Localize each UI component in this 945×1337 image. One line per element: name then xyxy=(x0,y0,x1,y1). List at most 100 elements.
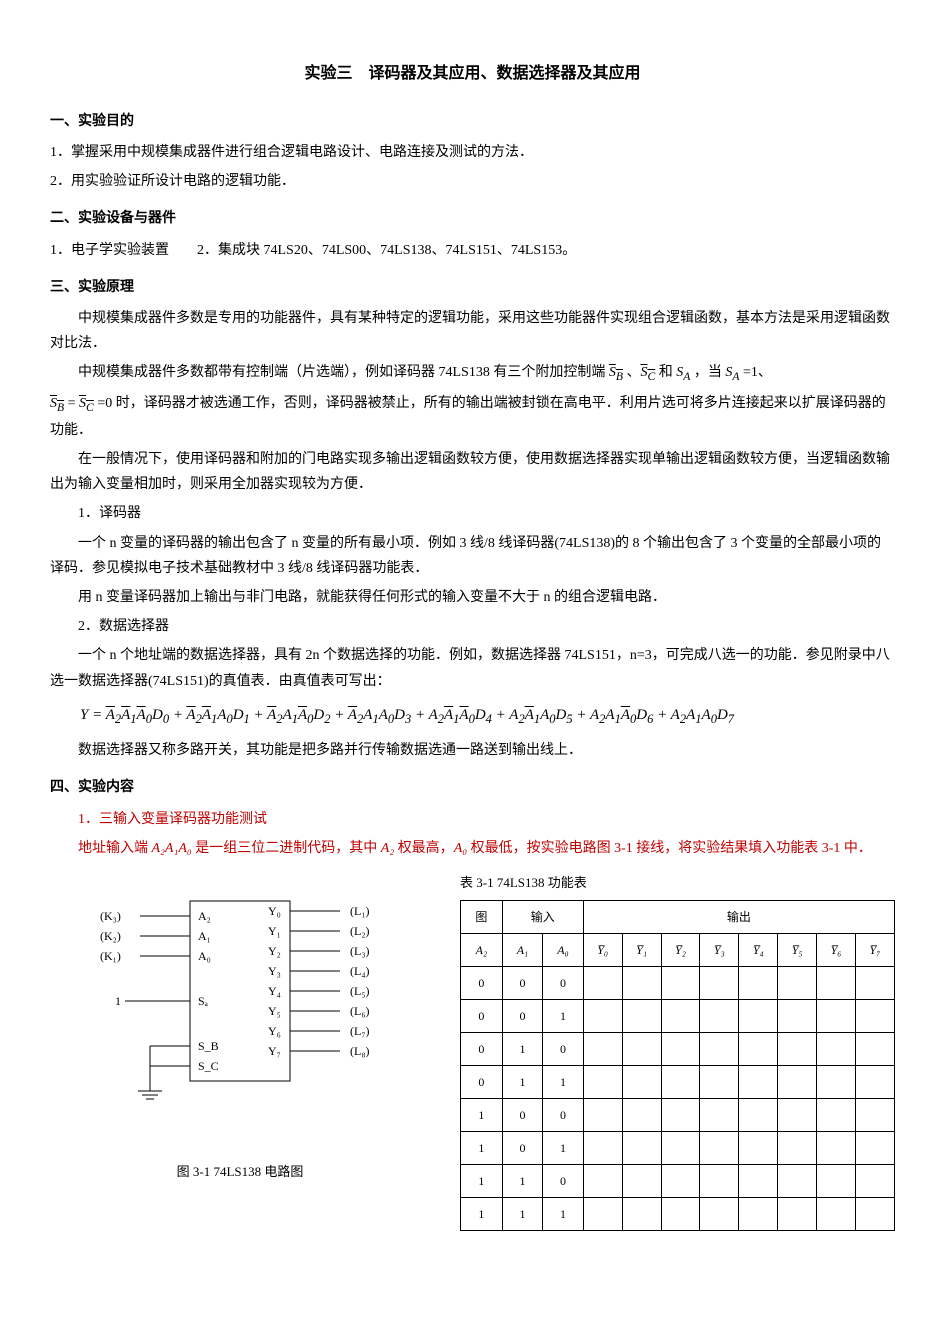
table-cell: 0 xyxy=(502,1000,543,1033)
section-3-header: 三、实验原理 xyxy=(50,275,895,300)
table-cell xyxy=(583,1165,622,1198)
table-cell xyxy=(661,1066,700,1099)
section-1-header: 一、实验目的 xyxy=(50,109,895,134)
table-cell xyxy=(700,1066,739,1099)
sec3-p10: 数据选择器又称多路开关，其功能是把多路并行传输数据选通一路送到输出线上． xyxy=(50,738,895,763)
table-cell xyxy=(622,1033,661,1066)
table-cell xyxy=(583,1132,622,1165)
table-cell xyxy=(700,1000,739,1033)
th-in-0: A₂ xyxy=(461,934,503,967)
sec4-p2: 地址输入端 A₂A₁A₀ 是一组三位二进制代码，其中 A₂ 权最高，A₀ 权最低… xyxy=(50,836,895,861)
table-cell xyxy=(700,1132,739,1165)
right-label-1: (L₂) xyxy=(350,924,370,938)
th-corner: 图 xyxy=(461,901,503,934)
th-out-1: Y̅₁ xyxy=(622,934,661,967)
table-cell xyxy=(622,1066,661,1099)
left-label-3: 1 xyxy=(115,994,121,1008)
pin-y1: Y₁ xyxy=(268,924,281,938)
table-cell xyxy=(700,967,739,1000)
th-out-7: Y̅₇ xyxy=(855,934,894,967)
right-label-6: (L₇) xyxy=(350,1024,370,1038)
table-cell xyxy=(622,1099,661,1132)
table-row: 000 xyxy=(461,967,895,1000)
table-cell xyxy=(855,967,894,1000)
table-cell: 1 xyxy=(502,1066,543,1099)
table-cell: 0 xyxy=(502,967,543,1000)
table-cell: 0 xyxy=(543,1033,584,1066)
table-cell xyxy=(622,1165,661,1198)
right-label-0: (L₁) xyxy=(350,904,370,918)
right-label-5: (L₆) xyxy=(350,1004,370,1018)
table-cell: 1 xyxy=(543,1000,584,1033)
sec3-p1: 中规模集成器件多数是专用的功能器件，具有某种特定的逻辑功能，采用这些功能器件实现… xyxy=(50,306,895,356)
table-cell: 1 xyxy=(502,1033,543,1066)
table-cell xyxy=(817,1000,856,1033)
table-cell: 0 xyxy=(461,1066,503,1099)
table-cell xyxy=(739,1132,778,1165)
circuit-caption: 图 3-1 74LS138 电路图 xyxy=(50,1160,430,1183)
sec3-p8: 2．数据选择器 xyxy=(50,614,895,639)
pin-sb: S_B xyxy=(198,1039,219,1053)
table-cell xyxy=(661,1198,700,1231)
th-in-2: A₀ xyxy=(543,934,584,967)
table-cell xyxy=(778,1099,817,1132)
left-label-0: (K₃) xyxy=(100,909,121,923)
table-cell: 1 xyxy=(461,1099,503,1132)
table-cell: 1 xyxy=(543,1066,584,1099)
table-cell xyxy=(855,1132,894,1165)
th-input-group: 输入 xyxy=(502,901,583,934)
table-cell xyxy=(778,1033,817,1066)
truth-table: 图输入输出A₂A₁A₀Y̅₀Y̅₁Y̅₂Y̅₃Y̅₄Y̅₅Y̅₆Y̅₇ 0000… xyxy=(460,900,895,1231)
sec3-p6: 一个 n 变量的译码器的输出包含了 n 变量的所有最小项．例如 3 线/8 线译… xyxy=(50,531,895,581)
pin-y7: Y₇ xyxy=(268,1044,281,1058)
table-cell xyxy=(855,1198,894,1231)
table-cell xyxy=(583,967,622,1000)
table-cell: 1 xyxy=(461,1198,503,1231)
table-body: 000001010011100101110111 xyxy=(461,967,895,1231)
th-out-4: Y̅₄ xyxy=(739,934,778,967)
th-out-5: Y̅₅ xyxy=(778,934,817,967)
sec3-p4: 在一般情况下，使用译码器和附加的门电路实现多输出逻辑函数较方便，使用数据选择器实… xyxy=(50,447,895,497)
table-cell xyxy=(622,1000,661,1033)
pin-a2: A₂ xyxy=(198,909,211,923)
left-label-2: (K₁) xyxy=(100,949,121,963)
table-cell xyxy=(739,1066,778,1099)
right-label-4: (L₅) xyxy=(350,984,370,998)
table-cell: 0 xyxy=(502,1132,543,1165)
left-label-1: (K₂) xyxy=(100,929,121,943)
table-cell xyxy=(583,1198,622,1231)
table-row: 101 xyxy=(461,1132,895,1165)
table-cell: 0 xyxy=(502,1099,543,1132)
table-cell xyxy=(855,1000,894,1033)
sec3-p3: SB = SC =0 时，译码器才被选通工作，否则，译码器被禁止，所有的输出端被… xyxy=(50,391,895,443)
table-row: 001 xyxy=(461,1000,895,1033)
pin-a1: A₁ xyxy=(198,929,211,943)
table-cell xyxy=(583,1000,622,1033)
table-caption: 表 3-1 74LS138 功能表 xyxy=(460,871,895,894)
right-label-7: (L₈) xyxy=(350,1044,370,1058)
section-4-header: 四、实验内容 xyxy=(50,775,895,800)
table-cell xyxy=(700,1099,739,1132)
right-label-3: (L₄) xyxy=(350,964,370,978)
sec1-p2: 2．用实验验证所设计电路的逻辑功能． xyxy=(50,169,895,194)
table-cell xyxy=(661,1132,700,1165)
table-cell: 1 xyxy=(461,1165,503,1198)
table-cell xyxy=(700,1033,739,1066)
table-cell xyxy=(622,1198,661,1231)
sec3-p9: 一个 n 个地址端的数据选择器，具有 2n 个数据选择的功能．例如，数据选择器 … xyxy=(50,643,895,693)
table-cell xyxy=(817,1099,856,1132)
table-cell xyxy=(817,1132,856,1165)
table-row: 011 xyxy=(461,1066,895,1099)
table-cell xyxy=(661,1099,700,1132)
table-cell xyxy=(583,1099,622,1132)
table-cell xyxy=(778,1000,817,1033)
table-cell: 1 xyxy=(461,1132,503,1165)
formula-y: Y = A2A1A0D0 + A2A1A0D1 + A2A1A0D2 + A2A… xyxy=(50,702,895,731)
pin-sa: Sₐ xyxy=(198,994,209,1008)
table-cell xyxy=(855,1033,894,1066)
table-cell: 0 xyxy=(543,1099,584,1132)
sec1-p1: 1．掌握采用中规模集成器件进行组合逻辑电路设计、电路连接及测试的方法． xyxy=(50,140,895,165)
table-cell: 0 xyxy=(461,1033,503,1066)
table-cell: 0 xyxy=(461,967,503,1000)
table-cell xyxy=(739,1000,778,1033)
